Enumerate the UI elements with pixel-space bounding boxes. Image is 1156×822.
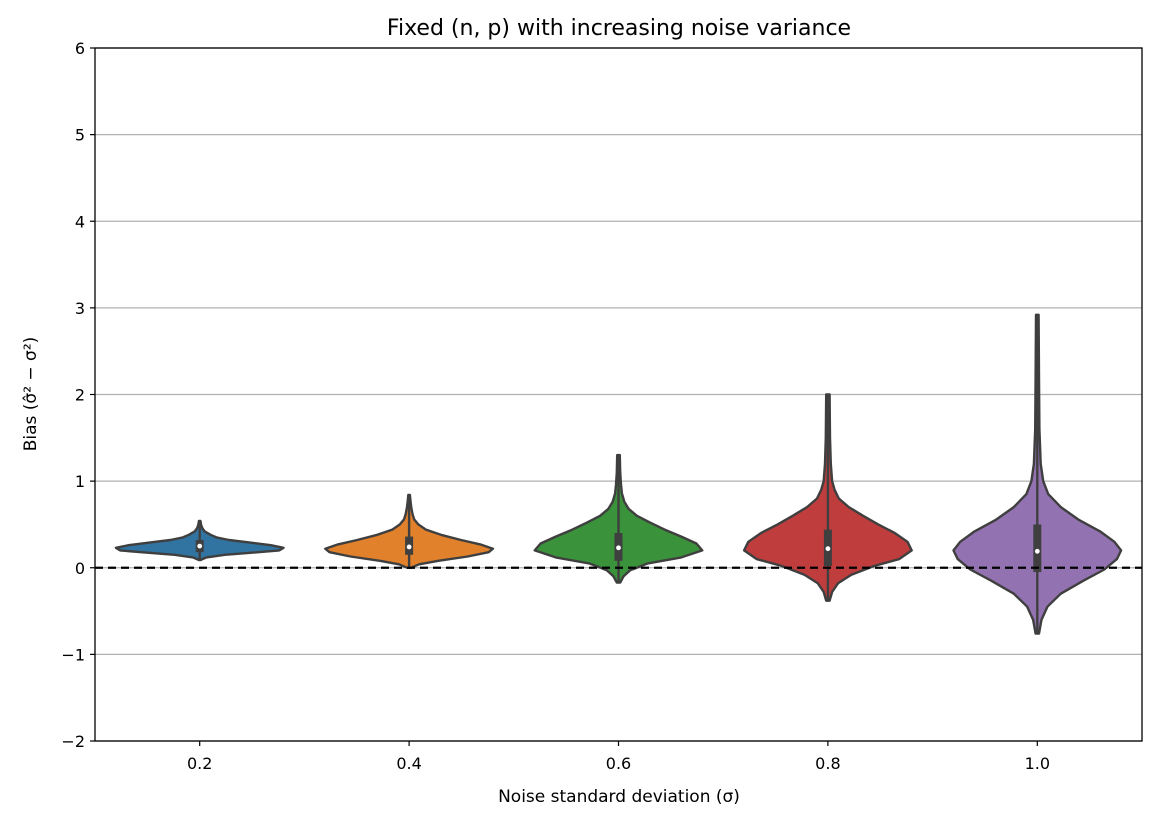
violin-0.4 — [324, 493, 495, 569]
y-tick-label: 4 — [75, 212, 85, 231]
x-tick-label: 0.4 — [396, 754, 421, 773]
y-tick-label: −2 — [61, 732, 85, 751]
y-tick-label: 1 — [75, 472, 85, 491]
violins — [114, 313, 1123, 635]
x-tick-label: 0.8 — [815, 754, 840, 773]
x-tick-label: 0.6 — [606, 754, 631, 773]
y-axis-ticks: −2 −1 0 1 2 3 4 5 6 — [61, 39, 95, 751]
x-tick-label: 0.2 — [187, 754, 212, 773]
y-tick-label: 6 — [75, 39, 85, 58]
x-axis-label: Noise standard deviation (σ) — [498, 787, 740, 807]
y-axis-label: Bias (σ̂² − σ²) — [21, 337, 41, 452]
y-tick-label: −1 — [61, 645, 85, 664]
chart-title: Fixed (n, p) with increasing noise varia… — [387, 16, 851, 41]
violin-median — [197, 543, 203, 549]
violin-0.6 — [533, 453, 704, 584]
x-tick-label: 1.0 — [1025, 754, 1050, 773]
y-tick-label: 2 — [75, 386, 85, 405]
violin-1.0 — [952, 313, 1123, 635]
violin-0.8 — [742, 393, 913, 602]
violin-0.2 — [114, 519, 285, 562]
x-axis-ticks: 0.2 0.4 0.6 0.8 1.0 — [187, 741, 1050, 773]
y-tick-label: 5 — [75, 126, 85, 145]
gridlines — [95, 47, 1142, 742]
y-tick-label: 0 — [75, 559, 85, 578]
violin-median — [616, 545, 621, 551]
violin-median — [825, 546, 831, 552]
y-tick-label: 3 — [75, 299, 85, 318]
violin-median — [1034, 548, 1040, 554]
violin-median — [406, 544, 412, 550]
violin-iqr-box — [1033, 524, 1042, 573]
